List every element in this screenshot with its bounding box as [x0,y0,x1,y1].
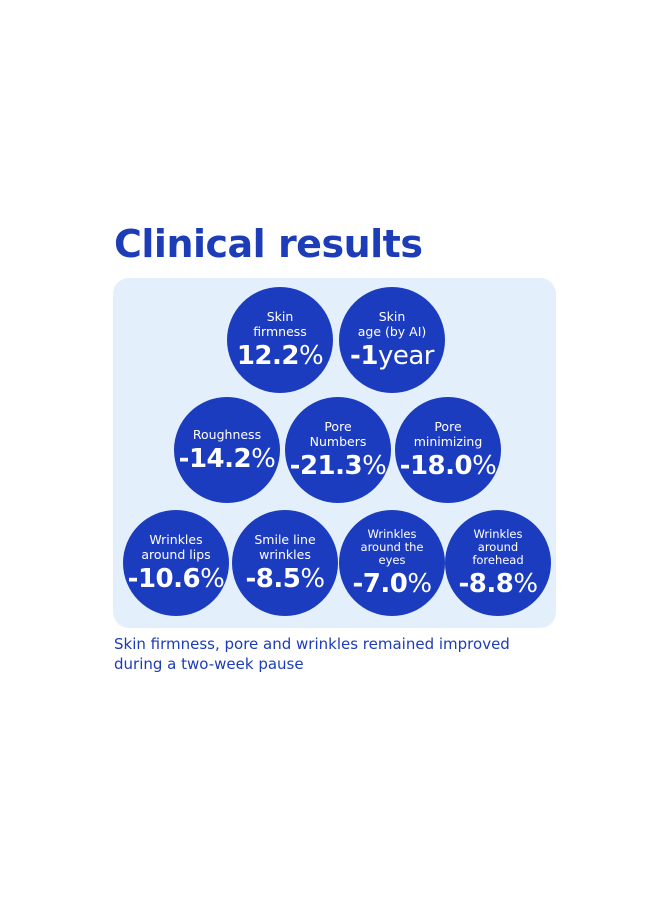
result-label: Wrinkles around the eyes [360,526,424,567]
value-unit: % [513,568,538,599]
label-line: around lips [141,547,211,562]
value-number: -1 [350,341,378,371]
result-circle: Roughness -14.2% [174,397,280,503]
result-label: Skin age (by AI) [358,309,427,339]
footer: Skin firmness, pore and wrinkles remaine… [114,634,510,674]
value-unit: % [200,564,225,594]
result-circle: Wrinkles around forehead -8.8% [445,510,551,616]
label-line: Smile line [254,532,316,547]
result-circle: Wrinkles around lips -10.6% [123,510,229,616]
value-unit: % [300,564,325,594]
label-line: around [477,539,519,554]
result-value: -14.2% [179,444,276,474]
result-label: Skin firmness [253,309,307,339]
value-number: -18.0 [399,451,473,481]
label-line: Wrinkles [367,526,417,541]
footer-line: during a two-week pause [114,655,304,673]
value-unit: year [377,341,435,371]
value-number: -8.5 [245,564,301,594]
value-number: -7.0 [352,568,408,599]
value-unit: % [251,443,276,474]
result-label: Wrinkles around forehead [472,526,524,567]
result-circle: Skin firmness 12.2% [227,287,333,393]
result-value: -1year [350,341,434,371]
result-value: -21.3% [290,451,387,481]
value-number: -10.6 [127,564,201,594]
result-value: -10.6% [128,564,225,594]
label-line: Skin [378,309,406,324]
result-value: -8.8% [458,568,538,599]
label-line: Roughness [192,426,262,442]
label-line: Skin [266,309,294,324]
result-circle: Skin age (by AI) -1year [339,287,445,393]
footer-line: Skin firmness, pore and wrinkles remaine… [114,635,510,653]
value-number: 12.2 [236,341,300,371]
result-label: Pore Numbers [310,419,367,449]
result-circle: Wrinkles around the eyes -7.0% [339,510,445,616]
label-line: Wrinkles [473,526,523,541]
label-line: age (by AI) [357,324,427,339]
result-value: -7.0% [352,568,432,599]
result-circle: Smile line wrinkles -8.5% [232,510,338,616]
label-line: minimizing [413,434,483,449]
value-number: -21.3 [289,451,363,481]
result-value: -18.0% [400,451,497,481]
value-unit: % [472,451,497,481]
result-circle: Pore Numbers -21.3% [285,397,391,503]
label-line: wrinkles [259,547,311,562]
label-line: forehead [472,552,524,567]
value-number: -14.2 [178,443,252,474]
result-label: Smile line wrinkles [254,532,315,562]
label-line: around the [360,539,424,554]
result-label: Roughness [193,427,261,442]
result-value: -8.5% [245,564,325,594]
result-circle: Pore minimizing -18.0% [395,397,501,503]
value-number: -8.8 [458,568,514,599]
label-line: eyes [378,552,406,567]
value-unit: % [362,451,387,481]
label-line: Pore [324,419,352,434]
value-unit: % [298,341,324,371]
title: Clinical results [114,222,423,266]
result-label: Pore minimizing [414,419,483,449]
label-line: Wrinkles [149,532,203,547]
result-value: 12.2% [236,341,324,371]
label-line: Numbers [309,434,367,449]
value-unit: % [407,568,432,599]
result-label: Wrinkles around lips [141,532,210,562]
label-line: firmness [253,324,307,339]
label-line: Pore [434,419,462,434]
